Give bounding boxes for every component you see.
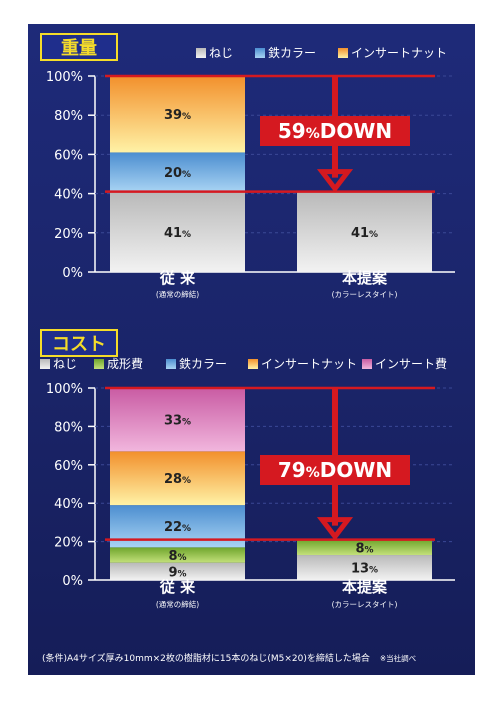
y-tick-label: 80% [54,420,83,435]
bar-segment-insert_hi [110,388,245,452]
reduction-banner [260,455,410,485]
chart-title-box [40,329,118,357]
data-label: 39% [164,108,191,123]
data-label: 8% [355,541,373,556]
legend-swatch-neji [40,359,50,369]
data-label: 20% [164,166,191,181]
y-tick-label: 0% [62,266,83,281]
reduction-label: 79%DOWN [278,458,392,482]
y-tick-label: 80% [54,109,83,124]
y-tick-label: 20% [54,536,83,551]
y-tick-label: 60% [54,148,83,163]
legend-swatch-insert_hi [362,359,372,369]
legend-label-neji: ねじ [209,46,233,60]
footnote: (条件)A4サイズ厚み10mm×2枚の樹脂材に15本のねじ(M5×20)を締結し… [42,651,462,664]
category-sublabel: (カラーレスタイト) [332,600,398,609]
data-label: 33% [164,414,191,429]
reduction-banner [260,116,410,146]
category-label: 従 来 [159,269,196,287]
legend-label-neji: ねじ [53,357,77,371]
bar-segment-tetsu [110,152,245,192]
y-tick-label: 40% [54,497,83,512]
arrow-down-icon [316,517,354,541]
data-label: 41% [164,226,191,241]
legend-label-tetsu: 鉄カラー [179,356,227,371]
y-tick-label: 20% [54,227,83,242]
source-note: ※当社調べ [379,654,417,663]
legend-swatch-seikei [94,359,104,369]
bar-segment-neji [110,191,245,272]
legend-label-insert_nut: インサートナット [351,46,447,60]
legend-swatch-neji [196,48,206,58]
data-label: 41% [351,226,378,241]
y-tick-label: 40% [54,188,83,203]
bar-segment-insert_nut [110,76,245,153]
category-label: 本提案 [342,269,388,287]
arrow-down-icon [316,169,354,193]
data-label: 28% [164,472,191,487]
legend-swatch-tetsu [255,48,265,58]
bar-segment-seikei [110,547,245,563]
category-label: 従 来 [159,578,196,596]
data-label: 22% [164,520,191,535]
reduction-label: 59%DOWN [278,119,392,143]
data-label: 13% [351,562,378,577]
bar-segment-neji [297,555,432,580]
y-tick-label: 60% [54,459,83,474]
legend-swatch-insert_nut [338,48,348,58]
category-sublabel: (通常の締結) [156,599,199,609]
y-tick-label: 0% [62,574,83,589]
bar-segment-seikei [297,539,432,556]
category-sublabel: (通常の締結) [156,289,199,299]
legend-label-insert_nut: インサートナット [261,357,357,371]
bar-segment-insert_nut [110,451,245,506]
legend-swatch-insert_nut [248,359,258,369]
chart-title-box [40,33,118,61]
condition-note: (条件)A4サイズ厚み10mm×2枚の樹脂材に15本のねじ(M5×20)を締結し… [42,654,370,664]
bar-segment-neji [110,562,245,580]
category-label: 本提案 [342,578,388,596]
legend-label-tetsu: 鉄カラー [268,45,316,60]
legend-swatch-tetsu [166,359,176,369]
data-label: 8% [168,549,186,564]
bar-segment-neji [297,191,432,272]
data-label: 9% [168,565,186,580]
y-tick-label: 100% [46,382,83,397]
chart-title: 重量 [61,37,97,59]
legend-label-seikei: 成形費 [107,356,143,371]
y-tick-label: 100% [46,70,83,85]
legend-label-insert_hi: インサート費 [375,356,447,371]
chart-title: コスト [52,334,106,355]
category-sublabel: (カラーレスタイト) [332,290,398,299]
